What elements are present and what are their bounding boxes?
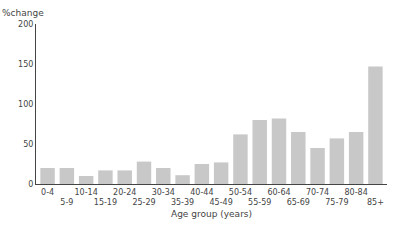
svg-text:100: 100 [18,100,33,109]
svg-text:5-9: 5-9 [60,198,73,207]
svg-text:40-44: 40-44 [190,188,213,197]
svg-text:60-64: 60-64 [267,188,290,197]
svg-text:45-49: 45-49 [210,198,233,207]
svg-text:30-34: 30-34 [152,188,175,197]
svg-text:Age group (years): Age group (years) [171,209,252,219]
svg-text:10-14: 10-14 [75,188,98,197]
svg-text:80-84: 80-84 [345,188,368,197]
svg-text:20-24: 20-24 [113,188,136,197]
svg-text:150: 150 [18,60,33,69]
svg-text:0-4: 0-4 [41,188,54,197]
svg-text:200: 200 [18,20,33,29]
svg-text:65-69: 65-69 [287,198,310,207]
svg-text:75-79: 75-79 [325,198,348,207]
svg-text:0: 0 [28,180,33,189]
svg-text:15-19: 15-19 [94,198,117,207]
svg-text:50-54: 50-54 [229,188,252,197]
svg-text:%change: %change [2,8,44,18]
svg-text:25-29: 25-29 [132,198,155,207]
svg-text:35-39: 35-39 [171,198,194,207]
svg-text:70-74: 70-74 [306,188,329,197]
svg-text:55-59: 55-59 [248,198,271,207]
svg-text:85+: 85+ [367,198,384,207]
svg-text:50: 50 [23,140,33,149]
